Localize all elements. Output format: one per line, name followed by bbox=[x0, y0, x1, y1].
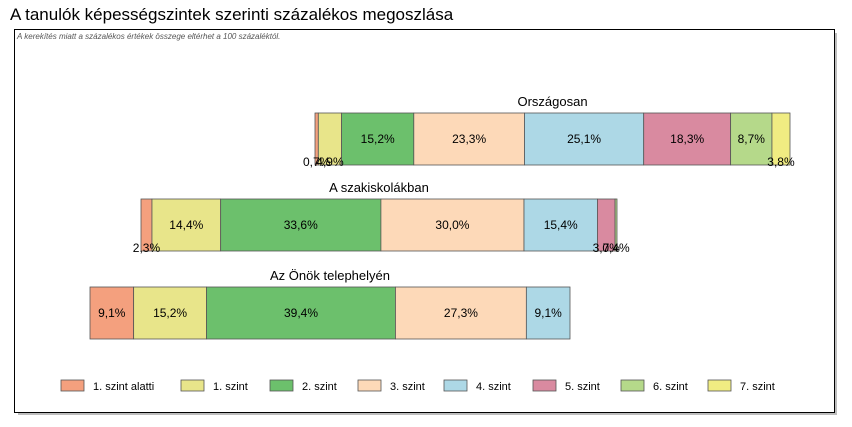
legend-label: 5. szint bbox=[565, 381, 600, 393]
legend-label: 2. szint bbox=[302, 381, 337, 393]
rounding-note: A kerekítés miatt a százalékos értékek ö… bbox=[17, 32, 281, 41]
bar-segment bbox=[395, 286, 527, 340]
data-label: 15,4% bbox=[544, 218, 578, 232]
data-label: 27,3% bbox=[444, 306, 478, 320]
bar-segment bbox=[525, 286, 571, 340]
data-label: 4,9% bbox=[316, 155, 344, 169]
bar-title: A szakiskolákban bbox=[329, 180, 429, 195]
legend-swatch bbox=[180, 379, 205, 392]
data-label: 18,3% bbox=[670, 132, 704, 146]
data-label: 3,7% bbox=[593, 241, 621, 255]
data-label: 33,6% bbox=[284, 218, 318, 232]
data-label: 9,1% bbox=[98, 306, 126, 320]
data-label: 15,2% bbox=[361, 132, 395, 146]
data-label: 0,4% bbox=[602, 241, 630, 255]
legend-swatch bbox=[357, 379, 382, 392]
data-label: 0,7% bbox=[303, 155, 331, 169]
bar-segment bbox=[524, 112, 645, 166]
data-label: 30,0% bbox=[435, 218, 469, 232]
legend-swatch bbox=[60, 379, 85, 392]
data-label: 15,2% bbox=[153, 306, 187, 320]
bar-title: Az Önök telephelyén bbox=[270, 268, 390, 283]
legend-swatch bbox=[532, 379, 557, 392]
legend-label: 1. szint alatti bbox=[93, 381, 154, 393]
data-label: 23,3% bbox=[452, 132, 486, 146]
legend-label: 4. szint bbox=[476, 381, 511, 393]
data-label: 3,8% bbox=[767, 155, 795, 169]
bar-segment bbox=[133, 286, 207, 340]
bar-segment bbox=[771, 112, 791, 166]
legend-swatch bbox=[443, 379, 468, 392]
legend-label: 1. szint bbox=[213, 381, 248, 393]
data-label: 14,4% bbox=[169, 218, 203, 232]
bar-segment bbox=[151, 198, 222, 252]
legend-label: 3. szint bbox=[390, 381, 425, 393]
bar-segment bbox=[523, 198, 598, 252]
legend-swatch bbox=[707, 379, 732, 392]
legend-label: 6. szint bbox=[653, 381, 688, 393]
data-label: 2,3% bbox=[133, 241, 161, 255]
bar-segment bbox=[614, 198, 618, 252]
bar-segment bbox=[206, 286, 396, 340]
bar-segment bbox=[89, 286, 135, 340]
data-label: 9,1% bbox=[535, 306, 563, 320]
data-label: 8,7% bbox=[738, 132, 766, 146]
legend-swatch bbox=[269, 379, 294, 392]
legend-label: 7. szint bbox=[740, 381, 775, 393]
page-title: A tanulók képességszintek szerinti száza… bbox=[10, 5, 454, 24]
data-label: 25,1% bbox=[567, 132, 601, 146]
legend-swatch bbox=[620, 379, 645, 392]
bar-title: Országosan bbox=[517, 94, 587, 109]
bar-segment bbox=[220, 198, 382, 252]
bar-segment bbox=[380, 198, 525, 252]
data-label: 39,4% bbox=[284, 306, 318, 320]
